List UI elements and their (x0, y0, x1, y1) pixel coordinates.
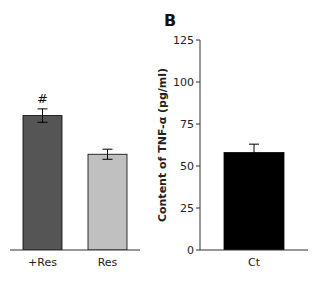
marks (224, 144, 284, 250)
x-axis (200, 250, 308, 251)
y-tick-label: 100 (173, 76, 194, 89)
y-tick (196, 124, 200, 125)
error-cap (103, 159, 113, 160)
error-bar (38, 109, 48, 122)
y-tick-label: 50 (180, 160, 194, 173)
error-line (42, 109, 43, 122)
y-tick (196, 208, 200, 209)
y-label: Content of TNF-α (pg/ml) (156, 68, 169, 222)
error-line (254, 144, 255, 161)
error-cap (38, 122, 48, 123)
y-tick-label: 0 (187, 244, 194, 257)
error-cap (249, 144, 259, 145)
y-tick (196, 82, 200, 83)
panel-0: +Res Res # (10, 91, 140, 269)
bar (88, 154, 127, 250)
x-tick-label: Ct (248, 256, 261, 269)
error-line (107, 149, 108, 159)
panel-1: Ct 0 25 50 75 100 125 Content of TNF-α (pg/ml) B (156, 11, 308, 269)
y-tick (196, 40, 200, 41)
y-tick (196, 166, 200, 167)
bar (224, 153, 284, 250)
marks (23, 109, 127, 250)
bar (23, 116, 62, 250)
error-bar (103, 149, 113, 159)
error-cap (38, 108, 48, 109)
y-axis (200, 40, 201, 250)
y-tick-label: 75 (180, 118, 194, 131)
y-tick-label: 25 (180, 202, 194, 215)
chart: +Res Res # Ct 0 25 50 75 100 125 Content of TNF-α … (0, 0, 319, 284)
x-axis (10, 250, 140, 251)
panel-label: B (164, 11, 176, 30)
error-cap (249, 160, 259, 161)
error-bar (249, 144, 259, 161)
annotation: # (37, 91, 48, 106)
x-tick-label: +Res (28, 256, 57, 269)
y-tick (196, 250, 200, 251)
x-tick-label: Res (98, 256, 118, 269)
error-cap (103, 149, 113, 150)
y-tick-label: 125 (173, 34, 194, 47)
